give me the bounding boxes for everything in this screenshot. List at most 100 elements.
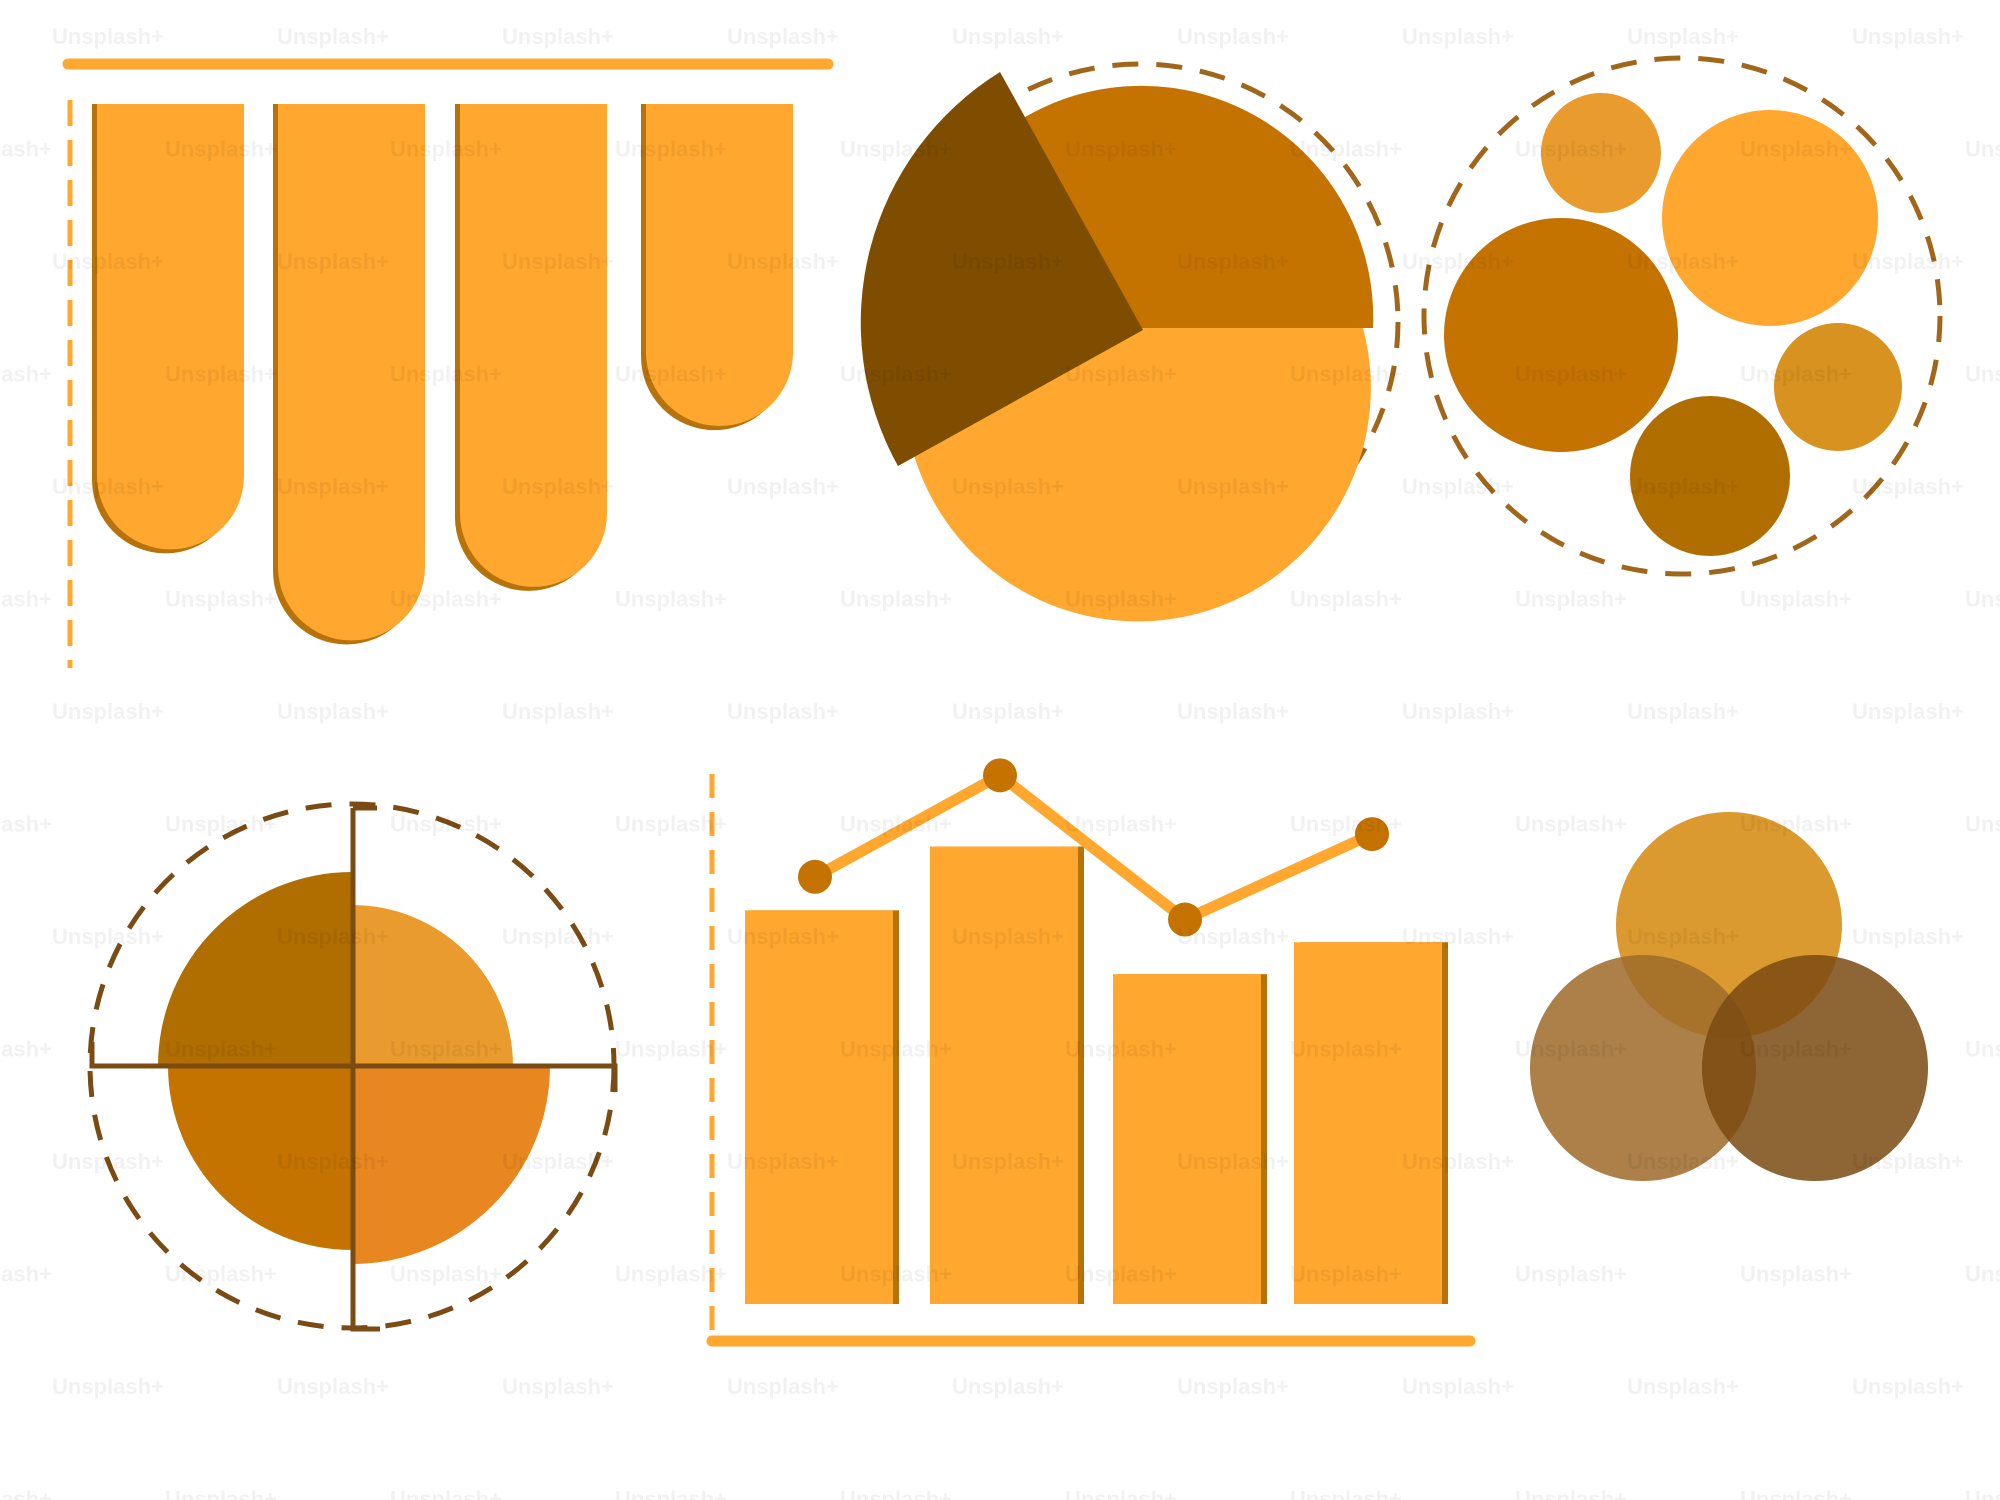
watermark-text: Unsplash+ — [52, 1374, 164, 1399]
watermark-text: Unsplash+ — [840, 137, 952, 162]
watermark-text: Unsplash+ — [1740, 362, 1852, 387]
watermark-text: Unsplash+ — [1515, 1037, 1627, 1062]
bubble-small-top — [1541, 93, 1661, 213]
watermark-text: Unsplash+ — [1065, 1037, 1177, 1062]
watermark-text: Unsplash+ — [1177, 1149, 1289, 1174]
watermark-text: Unsplash+ — [1965, 137, 2000, 162]
watermark-text: Unsplash+ — [1852, 249, 1964, 274]
watermark-text: Unsplash+ — [727, 1374, 839, 1399]
watermark-text: Unsplash+ — [615, 812, 727, 837]
watermark-text: Unsplash+ — [277, 249, 389, 274]
watermark-text: Unsplash+ — [1852, 699, 1964, 724]
watermark-text: Unsplash+ — [1402, 699, 1514, 724]
watermark-text: Unsplash+ — [1290, 362, 1402, 387]
watermark-text: Unsplash+ — [1515, 1487, 1627, 1500]
watermark-text: Unsplash+ — [952, 24, 1064, 49]
quadrant-bottom-right — [352, 1066, 550, 1264]
bubbles-dashed-ring — [1421, 55, 1943, 577]
bubble-medium-right — [1774, 323, 1902, 451]
watermark-text: Unsplash+ — [727, 249, 839, 274]
watermark-text: Unsplash+ — [1290, 1487, 1402, 1500]
watermark-text: Unsplash+ — [1852, 924, 1964, 949]
bar-line-combo-graphic — [706, 758, 1476, 1347]
quadrant-bottom-left — [168, 1066, 352, 1250]
combo-bar — [1113, 974, 1261, 1304]
watermark-text: Unsplash+ — [1852, 1149, 1964, 1174]
quadrant-vertical-axis — [350, 805, 380, 1332]
watermark-text: Unsplash+ — [390, 1487, 502, 1500]
watermark-text: Unsplash+ — [390, 812, 502, 837]
watermark-text: Unsplash+ — [1627, 1374, 1739, 1399]
quadrant-top-right — [352, 905, 513, 1066]
watermark-text: Unsplash+ — [1402, 474, 1514, 499]
watermark-text: Unsplash+ — [615, 1262, 727, 1287]
watermark-text: Unsplash+ — [1290, 1037, 1402, 1062]
watermark-text: Unsplash+ — [1627, 24, 1739, 49]
watermark-text: Unsplash+ — [0, 1487, 52, 1500]
watermark-text: Unsplash+ — [277, 474, 389, 499]
watermark-text: Unsplash+ — [52, 699, 164, 724]
watermark-text: Unsplash+ — [165, 1487, 277, 1500]
watermark-text: Unsplash+ — [727, 24, 839, 49]
watermark-text: Unsplash+ — [1740, 1487, 1852, 1500]
pie-slice-light — [912, 328, 1371, 622]
watermark-text: Unsplash+ — [165, 362, 277, 387]
hanging-bar — [646, 104, 793, 427]
watermark-text: Unsplash+ — [1515, 587, 1627, 612]
watermark-text: Unsplash+ — [1177, 474, 1289, 499]
watermark-text: Unsplash+ — [502, 24, 614, 49]
quadrant-horizontal-axis — [89, 1042, 618, 1092]
watermark-text: Unsplash+ — [952, 699, 1064, 724]
watermark-text: Unsplash+ — [615, 1487, 727, 1500]
quadrant-top-left — [158, 872, 352, 1066]
watermark-text: Unsplash+ — [727, 1149, 839, 1174]
watermark-text: Unsplash+ — [1740, 1037, 1852, 1062]
venn-diagram-graphic — [1530, 812, 1928, 1181]
watermark-text: Unsplash+ — [390, 587, 502, 612]
watermark-text: Unsplash+ — [1065, 1487, 1177, 1500]
watermark-text: Unsplash+ — [277, 699, 389, 724]
watermark-text: Unsplash+ — [1402, 924, 1514, 949]
watermark-text: Unsplash+ — [727, 924, 839, 949]
watermark-text: Unsplash+ — [1290, 1262, 1402, 1287]
bubble-large-top-right — [1662, 110, 1878, 326]
watermark-text: Unsplash+ — [277, 24, 389, 49]
watermark-text: Unsplash+ — [1627, 474, 1739, 499]
watermark-text: Unsplash+ — [390, 1037, 502, 1062]
watermark-text: Unsplash+ — [952, 474, 1064, 499]
watermark-text: Unsplash+ — [390, 362, 502, 387]
watermark-text: Unsplash+ — [1965, 1037, 2000, 1062]
venn-circle-left — [1530, 955, 1756, 1181]
watermark-text: Unsplash+ — [502, 1374, 614, 1399]
watermark-text: Unsplash+ — [1177, 924, 1289, 949]
combo-line-point — [983, 758, 1017, 793]
watermark-text: Unsplash+ — [0, 812, 52, 837]
watermark-text: Unsplash+ — [1740, 1262, 1852, 1287]
watermark-text: Unsplash+ — [502, 1149, 614, 1174]
watermark-text: Unsplash+ — [1515, 812, 1627, 837]
watermark-text: Unsplash+ — [1177, 24, 1289, 49]
watermark-text: Unsplash+ — [952, 1374, 1064, 1399]
watermark-text: Unsplash+ — [840, 1487, 952, 1500]
watermark-text: Unsplash+ — [502, 699, 614, 724]
bubble-medium-bottom — [1630, 396, 1790, 556]
watermark-text: Unsplash+ — [1290, 137, 1402, 162]
watermark-text: Unsplash+ — [1515, 1262, 1627, 1287]
combo-bar — [930, 846, 1078, 1304]
watermark-text: Unsplash+ — [1065, 362, 1177, 387]
watermark-text: Unsplash+ — [952, 924, 1064, 949]
watermark-text: Unsplash+ — [1402, 249, 1514, 274]
watermark-text: Unsplash+ — [1852, 1374, 1964, 1399]
combo-bar — [745, 910, 893, 1304]
watermark-text: Unsplash+ — [1740, 137, 1852, 162]
watermark-text: Unsplash+ — [1852, 24, 1964, 49]
watermark-text: Unsplash+ — [1740, 587, 1852, 612]
combo-line-point — [1168, 902, 1202, 937]
watermark-text: Unsplash+ — [52, 249, 164, 274]
watermark-text: Unsplash+ — [1627, 1149, 1739, 1174]
pie-chart-graphic — [860, 61, 1401, 622]
watermark-text: Unsplash+ — [615, 137, 727, 162]
bubble-large-left — [1444, 218, 1678, 452]
watermark-text: Unsplash+ — [502, 924, 614, 949]
watermark-text: Unsplash+ — [277, 1149, 389, 1174]
